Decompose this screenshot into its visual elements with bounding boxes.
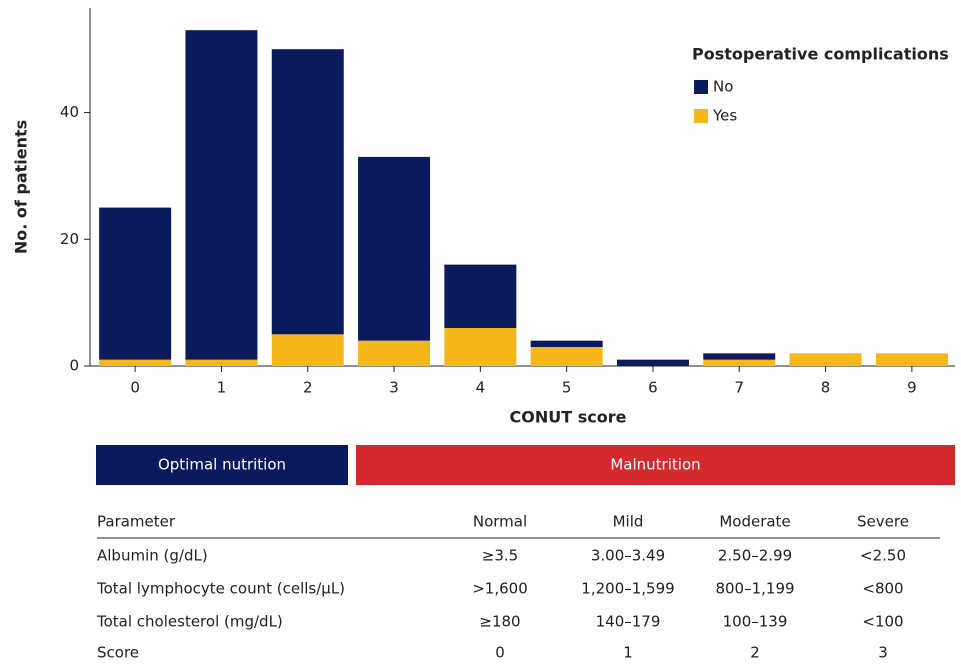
legend-label: No [713,78,733,96]
bar-segment [358,156,431,341]
table-cell: Score [97,644,139,662]
y-tick-label: 40 [60,103,79,121]
table-cell: <100 [862,613,903,631]
bar-segment [185,359,258,366]
table-cell: 2.50–2.99 [718,547,792,565]
table-cell: 100–139 [723,613,788,631]
bar-segment [358,340,431,366]
x-tick-label: 1 [217,379,227,397]
y-tick-label: 20 [60,230,79,248]
table-cell: Total lymphocyte count (cells/μL) [96,580,345,598]
table-cell: <800 [862,580,903,598]
x-tick-label: 4 [476,379,486,397]
table-cell: 1 [623,644,633,662]
y-tick-label: 0 [69,357,79,375]
bar-segment [530,340,603,347]
bar-segment [530,346,603,366]
table-cell: 0 [495,644,505,662]
table-cell: 140–179 [596,613,661,631]
legend-swatch [694,109,708,123]
table-cell: 3.00–3.49 [591,547,665,565]
table-cell: Albumin (g/dL) [97,547,208,565]
table-header-cell: Mild [613,513,644,531]
x-tick-label: 2 [303,379,313,397]
x-tick-label: 6 [648,379,658,397]
bar-segment [875,353,948,366]
legend-swatch [694,80,708,94]
table-cell: 1,200–1,599 [581,580,674,598]
bar-segment [444,264,517,328]
nutrition-band-label: Malnutrition [610,456,700,474]
bar-segment [789,353,862,366]
table-header-cell: Normal [473,513,527,531]
table-cell: ≥3.5 [482,547,518,565]
x-tick-label: 0 [130,379,140,397]
x-tick-label: 3 [389,379,399,397]
legend-label: Yes [712,107,737,125]
bar-segment [616,359,689,366]
table-cell: Total cholesterol (mg/dL) [96,613,283,631]
nutrition-band [96,445,348,485]
legend-title: Postoperative complications [692,45,949,64]
table-cell: ≥180 [479,613,520,631]
x-tick-label: 8 [821,379,831,397]
bar-segment [185,30,258,360]
x-axis-label: CONUT score [510,408,627,427]
table-header-cell: Parameter [97,513,176,531]
x-tick-label: 5 [562,379,572,397]
table-cell: >1,600 [472,580,528,598]
bar-segment [703,353,776,360]
nutrition-band-label: Optimal nutrition [158,456,286,474]
table-cell: 2 [750,644,760,662]
y-axis-label: No. of patients [12,120,31,254]
x-tick-label: 9 [907,379,917,397]
x-tick-label: 7 [734,379,744,397]
table-header-cell: Severe [857,513,909,531]
bar-segment [703,359,776,366]
table-cell: 800–1,199 [715,580,794,598]
bar-segment [99,207,172,360]
table-header-cell: Moderate [719,513,790,531]
bar-segment [444,327,517,366]
table-cell: 3 [878,644,888,662]
table-cell: <2.50 [860,547,906,565]
bar-segment [99,359,172,366]
nutrition-band [356,445,955,485]
bar-segment [271,334,344,366]
bar-segment [271,49,344,335]
